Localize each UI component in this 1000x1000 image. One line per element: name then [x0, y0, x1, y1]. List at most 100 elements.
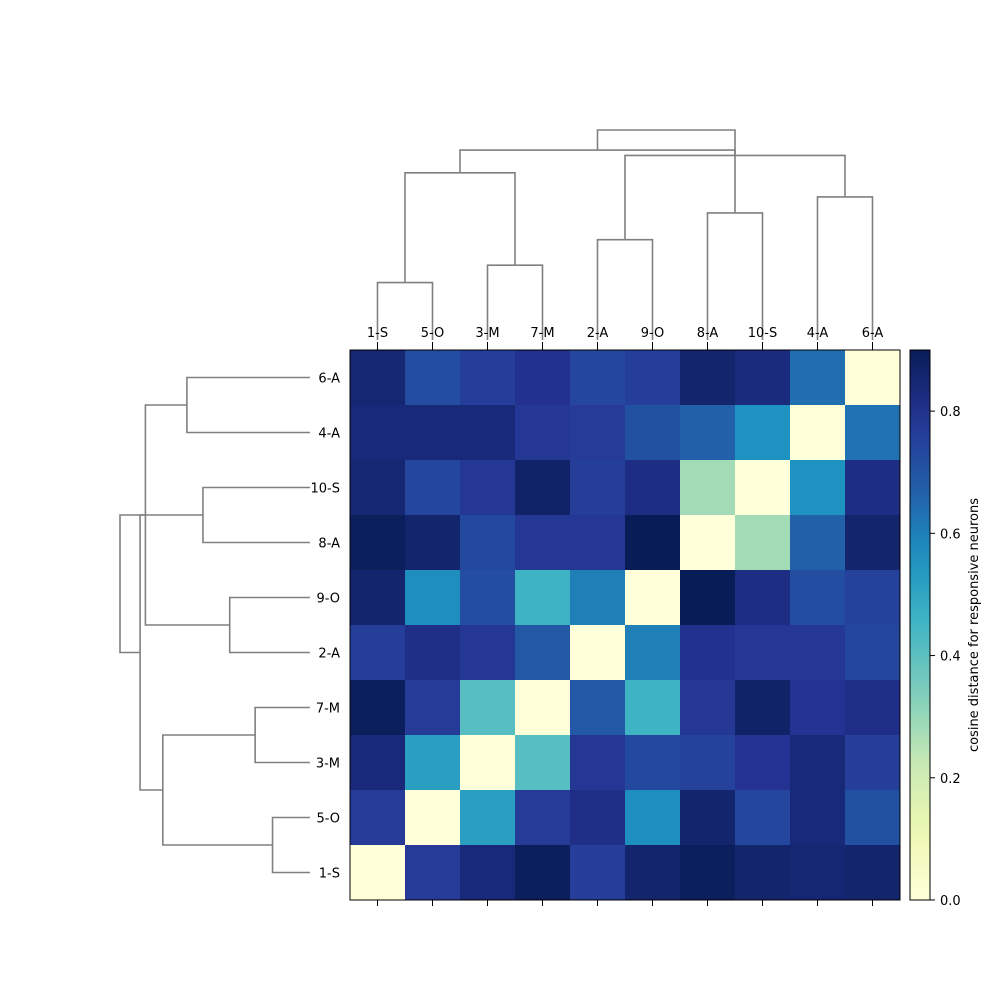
heatmap-cell: [515, 735, 571, 791]
dendrogram-link: [119, 514, 146, 654]
dendrogram-link: [202, 486, 310, 544]
heatmap-cell: [680, 460, 736, 516]
heatmap-cell: [350, 515, 406, 571]
heatmap-cell: [515, 350, 571, 406]
row-label: 3-M: [316, 757, 340, 772]
heatmap-cell: [515, 790, 571, 846]
row-label: 5-O: [316, 812, 340, 827]
column-dendrogram: [376, 129, 874, 340]
heatmap-cell: [350, 790, 406, 846]
heatmap-cell: [735, 515, 791, 571]
heatmap-cell: [680, 350, 736, 406]
heatmap-cell: [460, 735, 516, 791]
heatmap-cell: [570, 845, 626, 901]
column-label: 3-M: [475, 326, 499, 341]
column-label: 8-A: [697, 326, 719, 341]
heatmap-cell: [845, 790, 901, 846]
heatmap-cell: [790, 845, 846, 901]
row-label: 10-S: [311, 482, 341, 497]
row-labels: 6-A 4-A 10-S 8-A 9-O 2-A 7-M 3-M 5-O 1-S: [311, 372, 341, 882]
heatmap-cell: [350, 625, 406, 681]
heatmap-cell: [845, 515, 901, 571]
heatmap-cell: [680, 790, 736, 846]
dendrogram-link: [271, 816, 310, 874]
dendrogram-link: [162, 734, 273, 846]
heatmap-cell: [515, 405, 571, 461]
row-label: 4-A: [318, 427, 340, 442]
dendrogram-link: [254, 706, 310, 764]
heatmap-cell: [515, 515, 571, 571]
colorbar-tick-label: 0.2: [940, 772, 961, 787]
heatmap-cell: [735, 845, 791, 901]
row-label: 8-A: [318, 537, 340, 552]
column-label: 9-O: [641, 326, 665, 341]
colorbar-tick-label: 0.4: [940, 650, 961, 665]
heatmap-cell: [625, 735, 681, 791]
heatmap-cell: [405, 845, 461, 901]
heatmap-cell: [680, 845, 736, 901]
row-dendrogram: [119, 376, 310, 874]
heatmap-cell: [625, 570, 681, 626]
heatmap-cell: [680, 405, 736, 461]
heatmap-cell: [515, 845, 571, 901]
heatmap-cell: [460, 570, 516, 626]
heatmap-cell: [845, 570, 901, 626]
dendrogram-link: [186, 376, 310, 434]
dendrogram-link: [139, 514, 203, 791]
heatmap-cell: [845, 625, 901, 681]
heatmap-cell: [625, 680, 681, 736]
heatmap-cell: [735, 735, 791, 791]
heatmap-cell: [460, 515, 516, 571]
row-label: 1-S: [319, 867, 340, 882]
heatmap-cell: [735, 790, 791, 846]
heatmap-cell: [515, 570, 571, 626]
heatmap-cell: [735, 405, 791, 461]
colorbar-tick-label: 0.6: [940, 527, 961, 542]
heatmap-cell: [405, 350, 461, 406]
heatmap-cell: [570, 405, 626, 461]
heatmap-cell: [790, 515, 846, 571]
heatmap-cell: [735, 625, 791, 681]
heatmap-cell: [680, 515, 736, 571]
column-label: 5-O: [421, 326, 445, 341]
heatmap-cell: [515, 680, 571, 736]
heatmap-cell: [460, 405, 516, 461]
heatmap-cell: [625, 350, 681, 406]
heatmap-cell: [405, 735, 461, 791]
heatmap-cell: [625, 405, 681, 461]
dendrogram-link: [404, 172, 516, 283]
heatmap-cell: [350, 570, 406, 626]
column-label: 1-S: [367, 326, 388, 341]
colorbar-tick-label: 0.8: [940, 405, 961, 420]
dendrogram-link: [596, 129, 736, 156]
heatmap-cell: [570, 680, 626, 736]
heatmap-cell: [845, 680, 901, 736]
heatmap: [350, 350, 901, 901]
heatmap-cell: [625, 515, 681, 571]
heatmap-cell: [405, 515, 461, 571]
row-label: 9-O: [316, 592, 340, 607]
heatmap-cell: [350, 735, 406, 791]
heatmap-cell: [405, 790, 461, 846]
heatmap-cell: [790, 625, 846, 681]
dendrogram-link: [706, 212, 764, 340]
heatmap-cell: [570, 460, 626, 516]
colorbar-frame: [909, 349, 931, 901]
heatmap-cell: [625, 625, 681, 681]
heatmap-cell: [570, 515, 626, 571]
heatmap-cell: [405, 680, 461, 736]
heatmap-cell: [570, 570, 626, 626]
heatmap-cell: [405, 570, 461, 626]
dendrogram-link: [486, 264, 544, 340]
heatmap-cell: [790, 735, 846, 791]
heatmap-cell: [350, 460, 406, 516]
heatmap-cell: [680, 625, 736, 681]
column-label: 10-S: [748, 326, 778, 341]
heatmap-cell: [790, 460, 846, 516]
heatmap-cell: [405, 460, 461, 516]
heatmap-cell: [570, 790, 626, 846]
heatmap-cell: [570, 350, 626, 406]
heatmap-cell: [460, 460, 516, 516]
heatmap-cell: [625, 845, 681, 901]
